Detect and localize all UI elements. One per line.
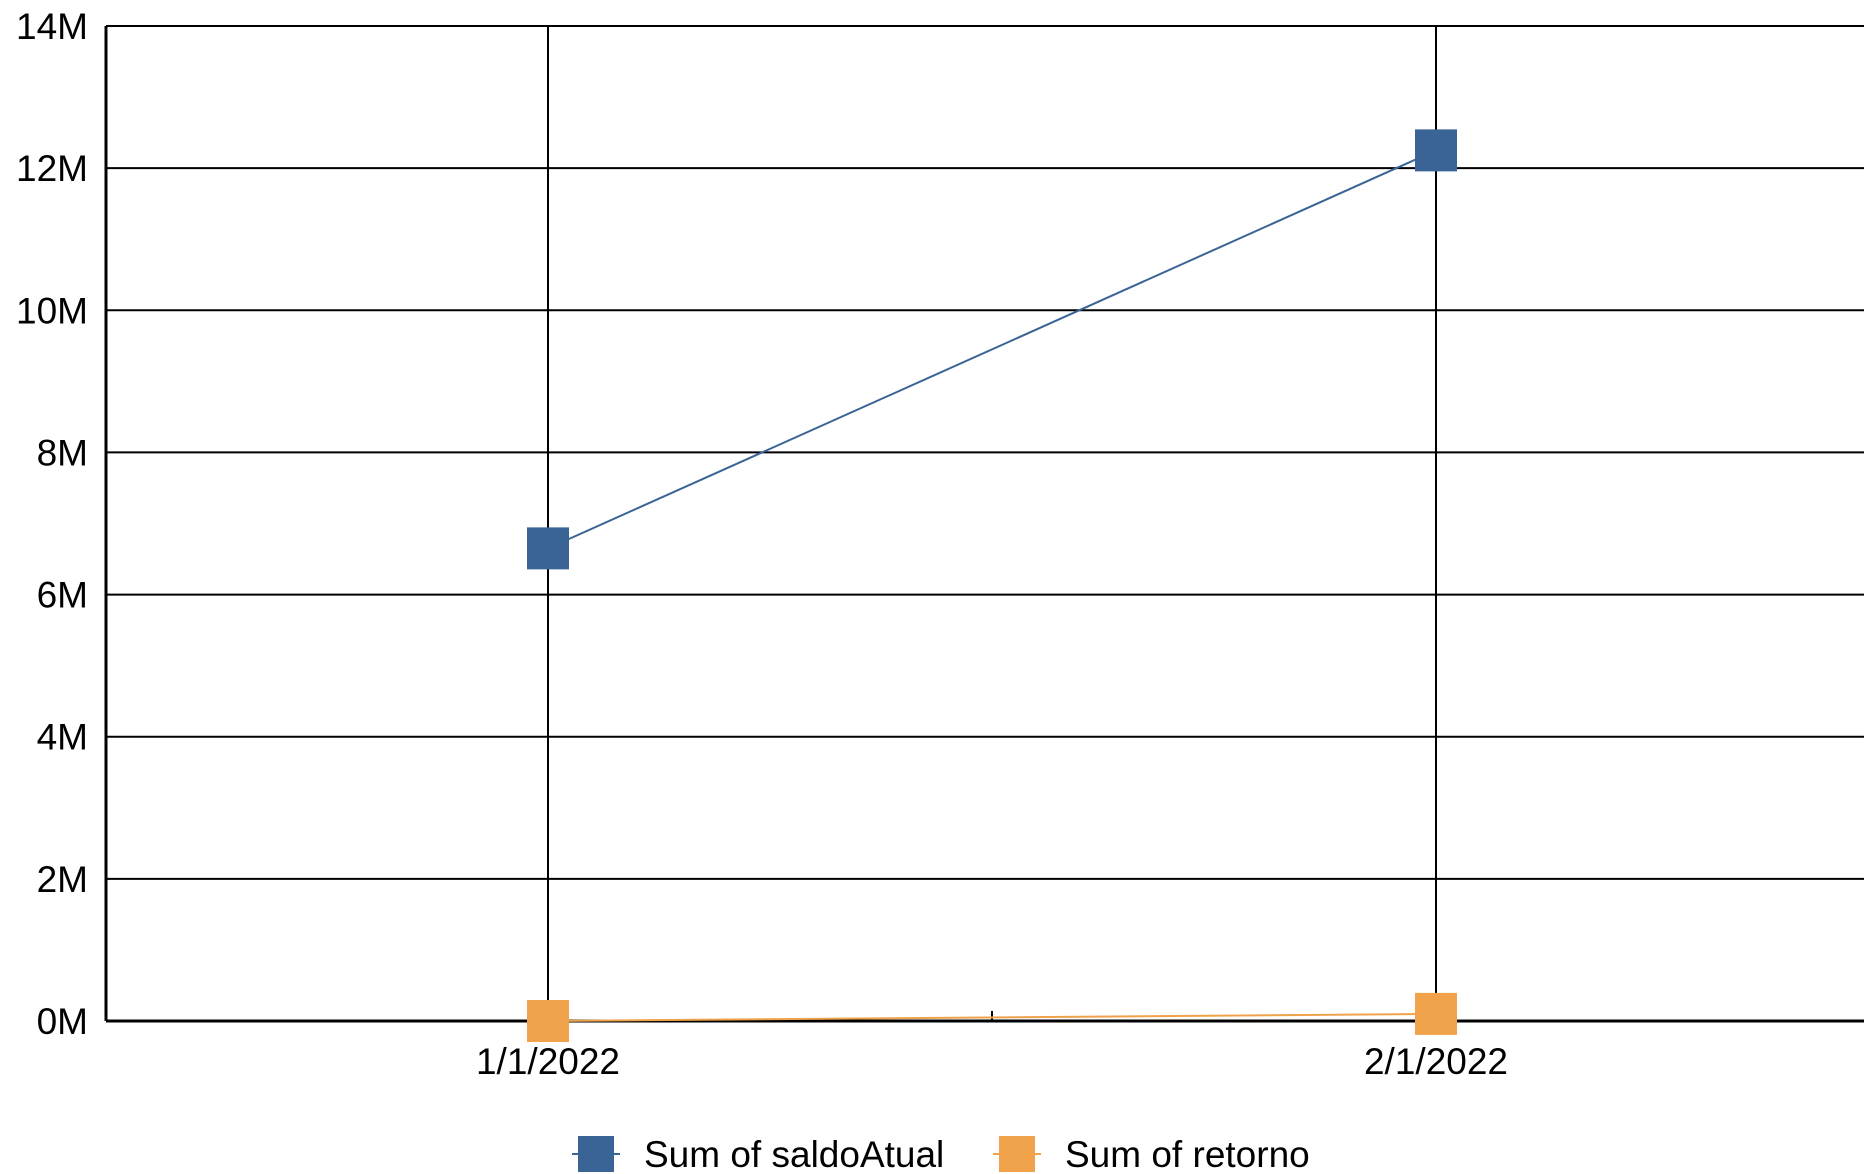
legend-item: Sum of saldoAtual [572,1134,944,1174]
data-point-marker [527,1000,569,1042]
legend-label: Sum of retorno [1065,1134,1310,1174]
y-tick-label: 10M [16,290,88,331]
series-line [547,1012,1437,1022]
legend-swatch [999,1136,1035,1172]
y-tick-label: 4M [37,717,88,758]
data-point-marker [1415,992,1457,1035]
legend-label: Sum of saldoAtual [644,1134,944,1174]
y-axis-ticks: 0M 2M 4M 6M 8M 10M 12M 14M [16,6,88,1042]
grid-lines [106,25,1864,1021]
x-tick-label: 1/1/2022 [476,1041,620,1082]
y-tick-label: 6M [37,575,88,616]
y-tick-label: 12M [16,148,88,189]
series-group [527,129,1457,1042]
series-2 [527,992,1457,1042]
legend: Sum of saldoAtual Sum of retorno [572,1134,1310,1174]
data-point-marker [1415,129,1457,172]
y-tick-label: 0M [37,1001,88,1042]
legend-item: Sum of retorno [993,1134,1310,1174]
x-tick-label: 2/1/2022 [1364,1041,1508,1082]
y-tick-label: 8M [37,432,88,473]
y-tick-label: 14M [16,6,88,47]
series-line [547,149,1437,550]
axes [104,26,1864,1023]
x-axis-ticks: 1/1/2022 2/1/2022 [476,1041,1508,1082]
y-tick-label: 2M [37,859,88,900]
data-point-marker [527,527,569,570]
legend-swatch [578,1136,614,1172]
series-1 [527,129,1457,570]
